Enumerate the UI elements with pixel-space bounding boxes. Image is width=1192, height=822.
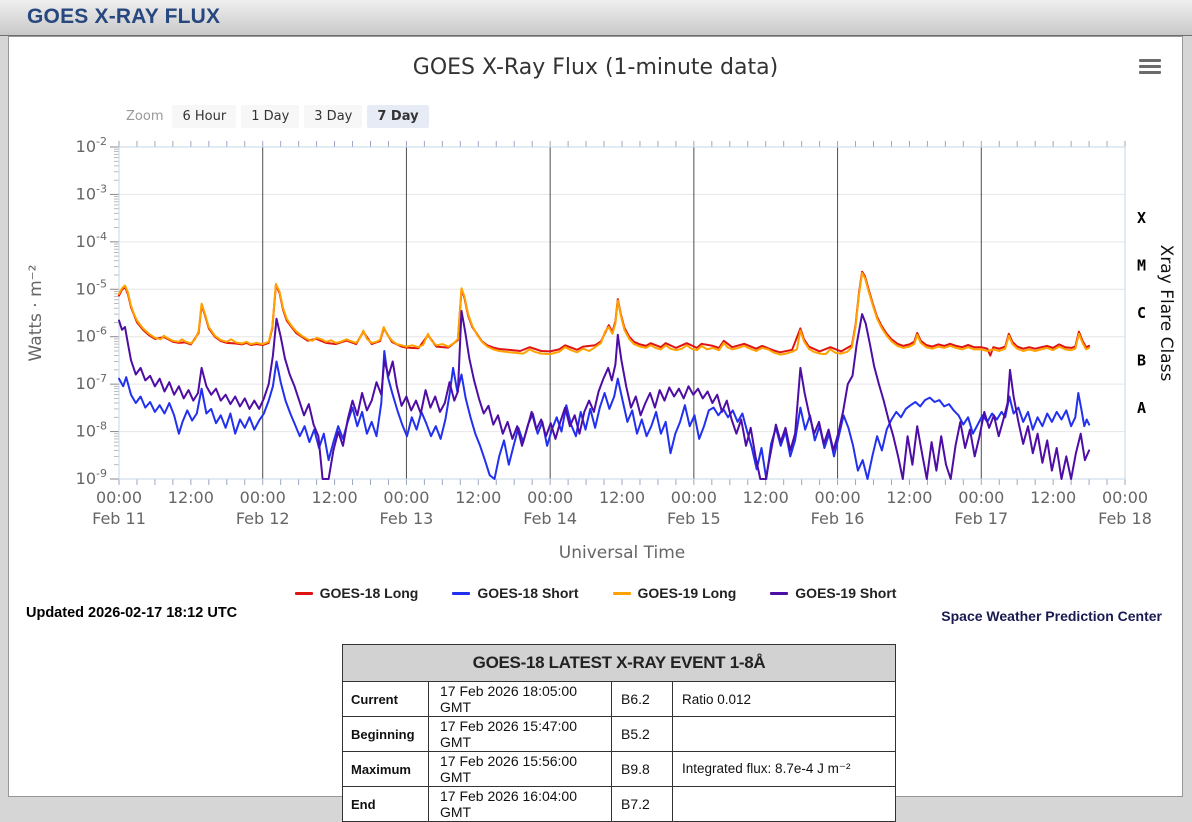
event-row-time: 17 Feb 2026 16:04:00 GMT xyxy=(429,787,612,822)
latest-event-table: GOES-18 LATEST X-RAY EVENT 1-8Å Current … xyxy=(342,644,896,822)
x-tick-label: 00:00 xyxy=(96,488,142,507)
series-goes-18-short xyxy=(119,351,1089,479)
y-tick-label: 10-9 xyxy=(76,467,107,488)
legend-item-goes19-long[interactable]: GOES-19 Long xyxy=(613,585,737,601)
x-tick-label: 00:00 xyxy=(958,488,1004,507)
gridlines xyxy=(119,147,1125,479)
legend-item-goes18-short[interactable]: GOES-18 Short xyxy=(452,585,578,601)
event-row-label: Current xyxy=(343,682,429,717)
event-row-class: B9.8 xyxy=(612,752,673,787)
x-tick-label: 12:00 xyxy=(168,488,214,507)
x-tick-label: 12:00 xyxy=(1030,488,1076,507)
flare-class-label: M xyxy=(1137,257,1146,275)
legend-item-goes19-short[interactable]: GOES-19 Short xyxy=(770,585,896,601)
swpc-credit: Space Weather Prediction Center xyxy=(941,608,1162,624)
event-row-note xyxy=(673,787,896,822)
series-goes-19-long xyxy=(119,273,1089,355)
table-row: Maximum 17 Feb 2026 15:56:00 GMT B9.8 In… xyxy=(343,752,896,787)
table-row: Beginning 17 Feb 2026 15:47:00 GMT B5.2 xyxy=(343,717,896,752)
event-row-label: End xyxy=(343,787,429,822)
x-date-label: Feb 18 xyxy=(1098,509,1152,528)
legend-label: GOES-19 Long xyxy=(638,585,737,601)
x-tick-label: 12:00 xyxy=(455,488,501,507)
event-row-note: Ratio 0.012 xyxy=(673,682,896,717)
event-row-time: 17 Feb 2026 15:56:00 GMT xyxy=(429,752,612,787)
y-tick-label: 10-8 xyxy=(76,420,107,441)
y-axis-title: Watts · m⁻² xyxy=(26,265,46,362)
legend-label: GOES-18 Short xyxy=(477,585,578,601)
table-row: End 17 Feb 2026 16:04:00 GMT B7.2 xyxy=(343,787,896,822)
flare-class-label: A xyxy=(1137,399,1146,417)
updated-timestamp: Updated 2026-02-17 18:12 UTC xyxy=(26,605,237,621)
x-date-label: Feb 16 xyxy=(811,509,865,528)
x-tick-label: 12:00 xyxy=(599,488,645,507)
x-date-label: Feb 13 xyxy=(380,509,434,528)
event-row-note xyxy=(673,717,896,752)
flare-class-label: X xyxy=(1137,209,1146,227)
chart-legend: GOES-18 Long GOES-18 Short GOES-19 Long … xyxy=(9,585,1182,601)
y-tick-label: 10-4 xyxy=(76,230,107,251)
x-tick-label: 12:00 xyxy=(743,488,789,507)
page-header-bar: GOES X-RAY FLUX xyxy=(0,0,1192,36)
y-tick-label: 10-3 xyxy=(76,182,107,203)
event-row-class: B7.2 xyxy=(612,787,673,822)
legend-label: GOES-19 Short xyxy=(795,585,896,601)
event-row-time: 17 Feb 2026 18:05:00 GMT xyxy=(429,682,612,717)
x-tick-label: 00:00 xyxy=(240,488,286,507)
right-axis-title: Xray Flare Class xyxy=(1156,245,1176,382)
flare-class-label: B xyxy=(1137,351,1146,369)
event-row-class: B6.2 xyxy=(612,682,673,717)
event-row-note: Integrated flux: 8.7e-4 J m⁻² xyxy=(673,752,896,787)
chart-panel: GOES X-Ray Flux (1-minute data) Zoom6 Ho… xyxy=(8,36,1183,797)
event-row-label: Beginning xyxy=(343,717,429,752)
page-title: GOES X-RAY FLUX xyxy=(0,0,1192,29)
flux-chart[interactable]: 10-210-310-410-510-610-710-810-900:0012:… xyxy=(9,37,1182,577)
legend-dash-blue xyxy=(452,592,470,595)
event-row-time: 17 Feb 2026 15:47:00 GMT xyxy=(429,717,612,752)
y-tick-label: 10-2 xyxy=(76,135,107,156)
x-date-label: Feb 14 xyxy=(523,509,577,528)
x-date-label: Feb 11 xyxy=(92,509,146,528)
x-date-label: Feb 15 xyxy=(667,509,721,528)
x-tick-label: 00:00 xyxy=(815,488,861,507)
legend-dash-red xyxy=(295,592,313,595)
x-date-label: Feb 12 xyxy=(236,509,290,528)
x-tick-label: 00:00 xyxy=(383,488,429,507)
legend-item-goes18-long[interactable]: GOES-18 Long xyxy=(295,585,419,601)
x-axis-title: Universal Time xyxy=(559,543,685,563)
event-row-label: Maximum xyxy=(343,752,429,787)
x-date-label: Feb 17 xyxy=(954,509,1008,528)
plot-border xyxy=(119,147,1125,479)
event-row-class: B5.2 xyxy=(612,717,673,752)
x-tick-label: 00:00 xyxy=(527,488,573,507)
table-row: Current 17 Feb 2026 18:05:00 GMT B6.2 Ra… xyxy=(343,682,896,717)
x-tick-label: 00:00 xyxy=(671,488,717,507)
y-tick-label: 10-5 xyxy=(76,277,107,298)
event-table-title: GOES-18 LATEST X-RAY EVENT 1-8Å xyxy=(343,645,896,682)
x-tick-label: 12:00 xyxy=(886,488,932,507)
legend-label: GOES-18 Long xyxy=(320,585,419,601)
y-tick-label: 10-6 xyxy=(76,325,107,346)
legend-dash-purple xyxy=(770,592,788,595)
flare-class-label: C xyxy=(1137,304,1146,322)
x-tick-label: 12:00 xyxy=(312,488,358,507)
y-tick-label: 10-7 xyxy=(76,372,107,393)
x-tick-label: 00:00 xyxy=(1102,488,1148,507)
legend-dash-orange xyxy=(613,592,631,595)
